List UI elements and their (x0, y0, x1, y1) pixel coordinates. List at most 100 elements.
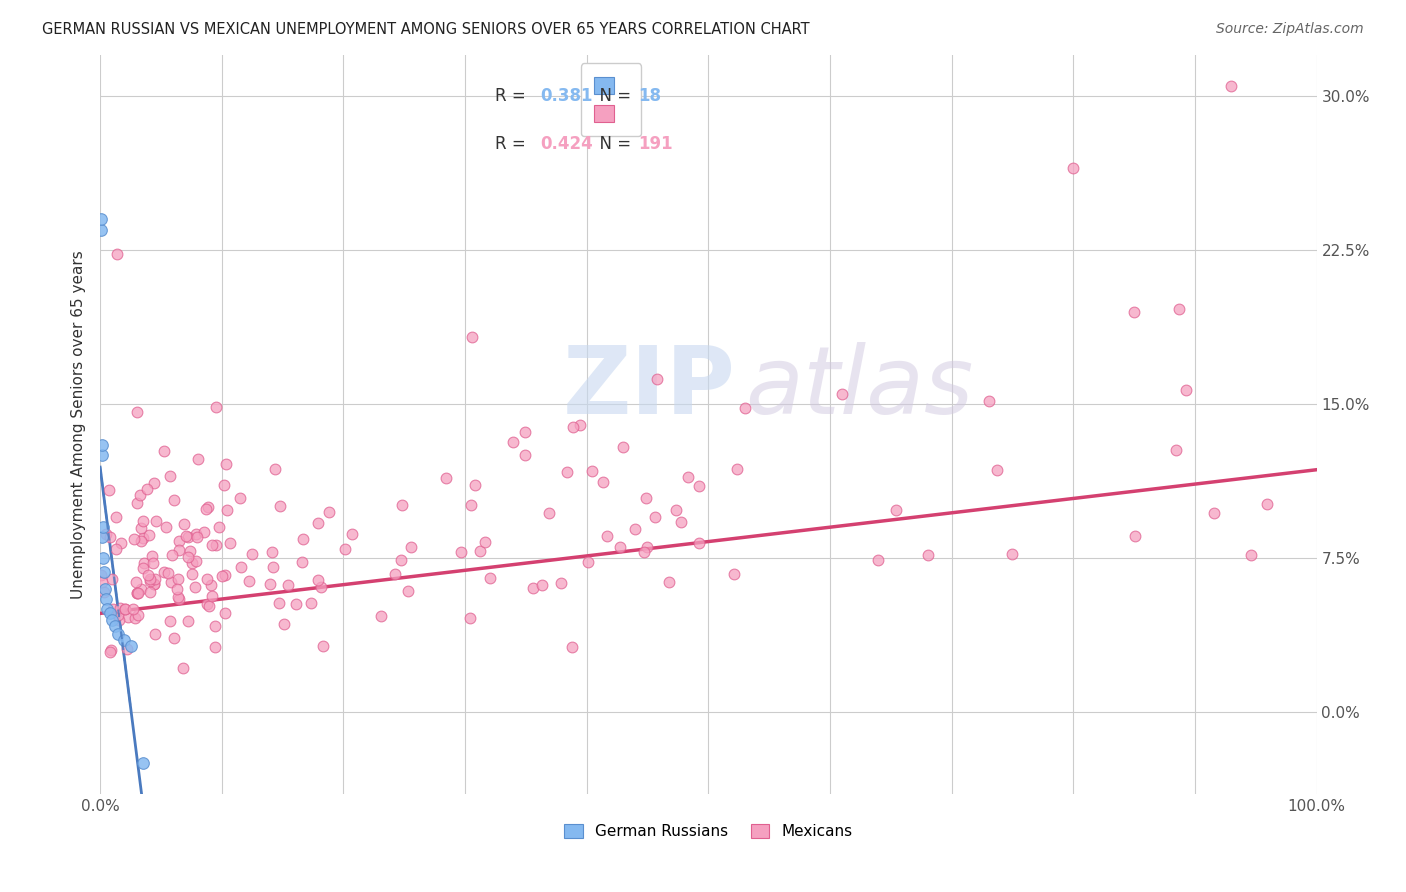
Point (108, 613, 131, 627)
Point (127, 585, 149, 599)
Point (396, 583, 419, 598)
Text: R =: R = (495, 135, 531, 153)
Point (555, 465, 578, 479)
Point (1202, 506, 1225, 520)
Point (153, 565, 176, 579)
Point (127, 496, 149, 510)
Point (141, 549, 163, 563)
Point (143, 572, 166, 586)
Text: 191: 191 (638, 135, 672, 153)
Point (458, 610, 481, 624)
Point (125, 405, 148, 419)
Point (478, 571, 501, 585)
Text: R =: R = (495, 87, 531, 104)
Point (167, 590, 190, 604)
Point (229, 560, 252, 574)
Point (145, 514, 167, 528)
Point (391, 498, 413, 512)
Point (127, 608, 149, 623)
Point (195, 597, 218, 611)
Point (153, 444, 176, 458)
Point (318, 505, 340, 519)
Text: N =: N = (589, 135, 637, 153)
Point (101, 572, 124, 586)
Point (159, 614, 181, 628)
Point (120, 639, 142, 653)
Point (131, 756, 153, 771)
Point (688, 535, 710, 549)
Point (131, 531, 153, 545)
Point (138, 585, 160, 599)
Point (522, 582, 544, 596)
Point (181, 567, 204, 582)
Point (474, 534, 496, 549)
Point (645, 371, 668, 385)
Point (609, 540, 631, 554)
Point (979, 393, 1001, 408)
Text: ZIP: ZIP (562, 342, 735, 434)
Point (201, 538, 224, 552)
Point (136, 482, 159, 496)
Point (193, 525, 215, 540)
Point (217, 503, 239, 517)
Point (214, 457, 236, 471)
Point (568, 417, 591, 432)
Point (184, 553, 207, 567)
Point (205, 401, 228, 415)
Point (129, 487, 152, 501)
Point (107, 627, 129, 641)
Point (96, 592, 118, 607)
Point (633, 544, 655, 558)
Point (665, 503, 688, 517)
Point (159, 469, 181, 483)
Point (155, 520, 177, 534)
Point (100, 642, 122, 657)
Point (93, 566, 115, 580)
Point (169, 591, 191, 606)
Point (211, 568, 233, 582)
Point (198, 599, 221, 614)
Point (132, 556, 155, 570)
Point (114, 601, 136, 615)
Point (163, 631, 186, 645)
Point (1256, 497, 1278, 511)
Text: Source: ZipAtlas.com: Source: ZipAtlas.com (1216, 22, 1364, 37)
Point (143, 577, 166, 591)
Point (917, 548, 939, 562)
Point (114, 602, 136, 616)
Point (1240, 548, 1263, 562)
Point (468, 543, 491, 558)
Y-axis label: Unemployment Among Seniors over 65 years: Unemployment Among Seniors over 65 years (72, 250, 86, 599)
Point (142, 577, 165, 591)
Point (187, 452, 209, 467)
Point (1166, 442, 1188, 457)
Point (129, 582, 152, 596)
Text: N =: N = (589, 87, 637, 104)
Point (636, 491, 658, 506)
Text: 0.381: 0.381 (540, 87, 593, 104)
Point (561, 640, 583, 655)
Point (636, 540, 658, 554)
Point (145, 627, 167, 641)
Point (181, 556, 204, 570)
Point (284, 597, 307, 611)
Point (176, 615, 198, 629)
Point (200, 578, 222, 592)
Point (160, 549, 183, 563)
Point (723, 566, 745, 581)
Point (101, 602, 124, 616)
Point (277, 578, 299, 592)
Point (108, 600, 131, 615)
Point (212, 478, 235, 492)
Point (97, 483, 120, 498)
Point (176, 549, 198, 564)
Point (401, 541, 423, 555)
Point (201, 590, 224, 604)
Point (93, 585, 115, 599)
Point (167, 542, 190, 557)
Point (868, 553, 890, 567)
Point (94, 527, 117, 541)
Point (450, 545, 472, 559)
Point (578, 556, 600, 570)
Point (592, 475, 614, 489)
